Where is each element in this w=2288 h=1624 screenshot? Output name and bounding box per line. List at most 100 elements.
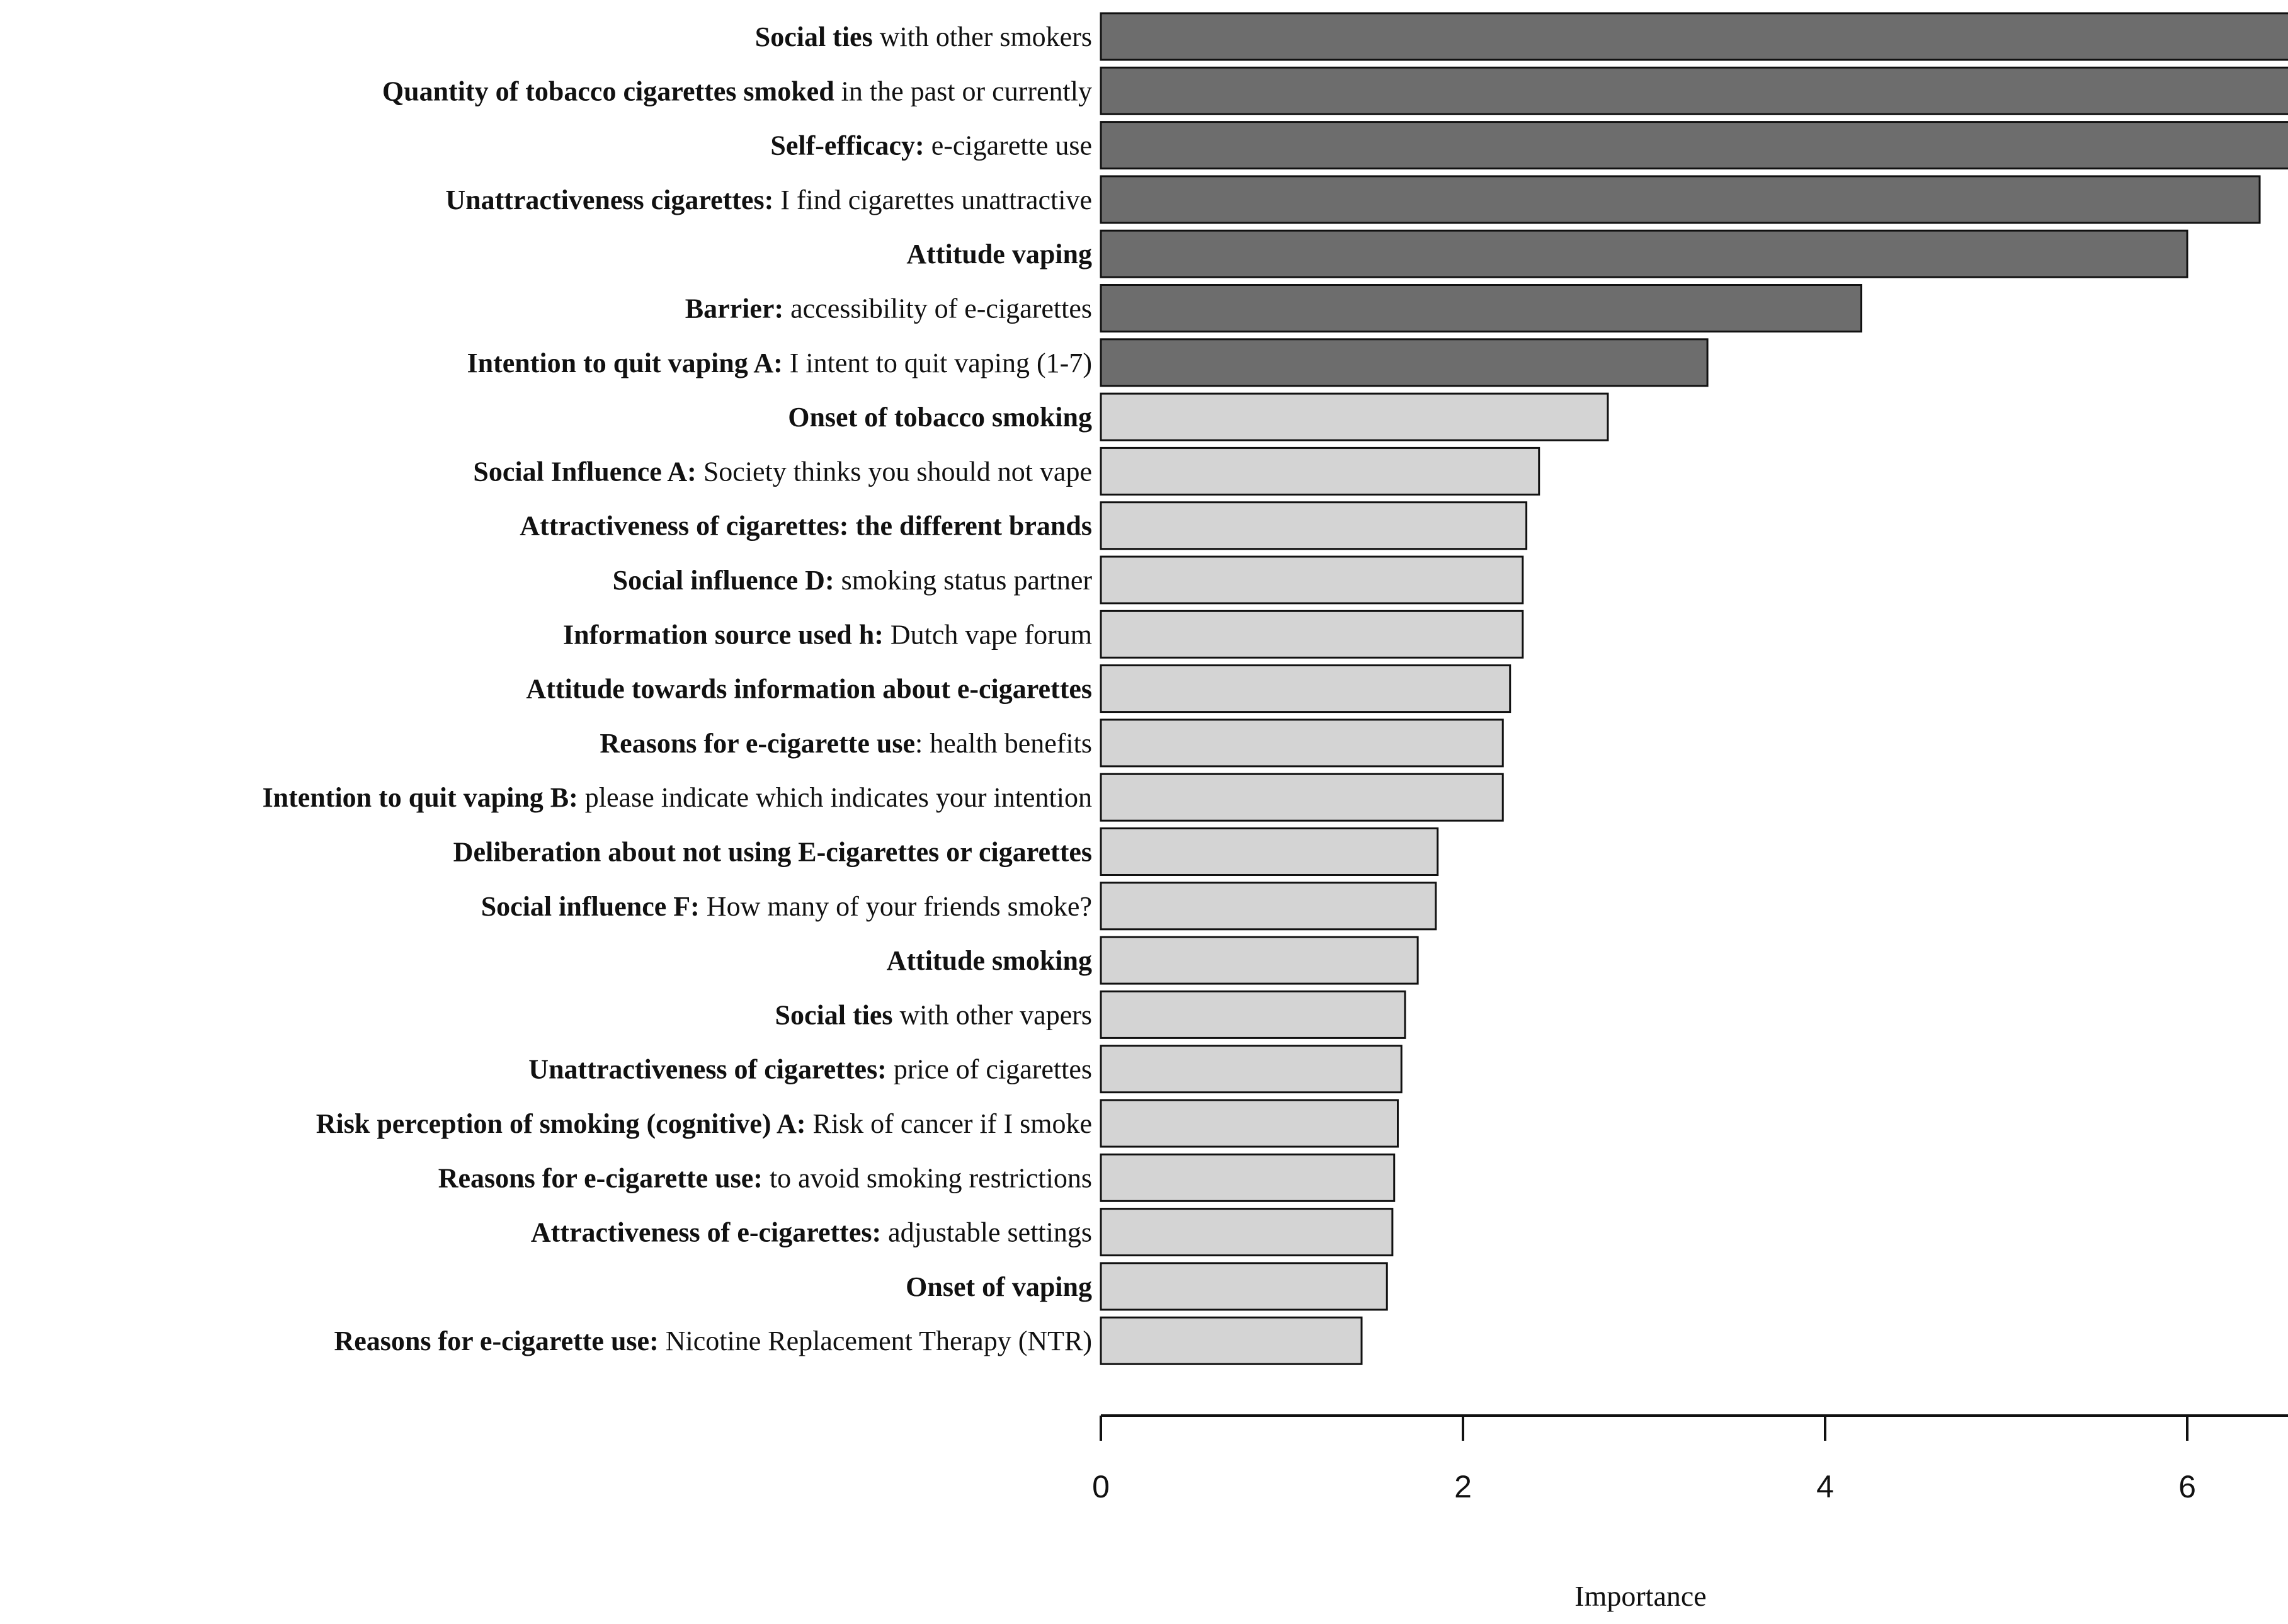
category-label-detail: smoking status partner [834,565,1093,596]
bar [1100,66,2288,115]
category-label: Barrier: accessibility of e-cigarettes [685,293,1092,324]
category-label-bold: Reasons for e-cigarette use: [334,1326,659,1356]
bar [1100,936,1419,985]
category-label-bold: Intention to quit vaping B: [263,782,578,813]
bar [1100,501,1528,550]
bar [1100,284,1862,332]
category-label-bold: Unattractiveness of cigarettes: [528,1054,887,1085]
bar [1100,1153,1396,1202]
category-label: Risk perception of smoking (cognitive) A… [316,1108,1092,1139]
bar [1100,12,2288,61]
category-label: Self-efficacy: e-cigarette use [770,130,1092,161]
bar [1100,718,1504,768]
category-label-bold: Social influence F: [481,891,700,922]
bar [1100,827,1439,876]
category-label: Social Influence A: Society thinks you s… [473,456,1092,487]
category-label-bold: Deliberation about not using E-cigarette… [453,837,1092,868]
bar [1100,229,2188,278]
x-tick-label: 0 [1092,1469,1110,1504]
category-label: Social ties with other vapers [775,999,1092,1030]
category-label: Intention to quit vaping B: please indic… [263,782,1092,813]
bar [1100,1045,1403,1094]
category-label-bold: Barrier: [685,293,783,324]
category-label-detail: with other vapers [893,999,1092,1030]
category-labels: Social ties with other smokers Quantity o… [263,21,1093,1356]
category-label-bold: Social Influence A: [473,456,696,487]
bar [1100,1208,1394,1257]
category-label: Attractiveness of e-cigarettes: adjustab… [531,1217,1092,1248]
category-label-bold: Risk perception of smoking (cognitive) A… [316,1108,806,1139]
category-label-detail: I find cigarettes unattractive [773,185,1092,215]
x-tick-label: 6 [2178,1469,2196,1504]
bar [1100,882,1437,931]
category-label: Onset of tobacco smoking [788,402,1092,433]
category-label-bold: Onset of vaping [906,1271,1092,1302]
category-label-bold: Attitude vaping [906,239,1092,270]
bar [1100,175,2261,224]
category-label-detail: in the past or currently [834,76,1092,106]
category-label: Social influence F: How many of your fri… [481,891,1092,922]
category-label-bold: Attractiveness of e-cigarettes: [531,1217,881,1248]
category-label: Quantity of tobacco cigarettes smoked in… [382,76,1092,106]
bar [1100,990,1406,1039]
category-label: Social influence D: smoking status partn… [613,565,1093,596]
category-label-bold: Attitude towards information about e-cig… [526,674,1092,705]
category-label: Reasons for e-cigarette use: to avoid sm… [438,1162,1092,1193]
category-label: Unattractiveness cigarettes: I find ciga… [445,185,1092,215]
bar [1100,392,1609,441]
bar [1100,555,1524,605]
category-label: Social ties with other smokers [755,21,1092,52]
category-label: Unattractiveness of cigarettes: price of… [528,1054,1092,1085]
category-label-detail: I intent to quit vaping (1-7) [783,348,1092,378]
category-label: Attitude smoking [887,945,1092,976]
category-label: Intention to quit vaping A: I intent to … [467,348,1092,378]
category-label: Reasons for e-cigarette use: health bene… [600,728,1092,759]
bars-layer [1100,12,2288,1365]
category-label-detail: e-cigarette use [925,130,1092,161]
category-label-detail: : health benefits [915,728,1092,759]
category-label-bold: Self-efficacy: [770,130,924,161]
category-label-detail: with other smokers [873,21,1092,52]
category-label-detail: adjustable settings [881,1217,1092,1248]
category-label: Attitude towards information about e-cig… [526,674,1092,705]
category-label-detail: Nicotine Replacement Therapy (NTR) [659,1326,1092,1356]
category-label: Onset of vaping [906,1271,1092,1302]
category-label-detail: Risk of cancer if I smoke [805,1108,1092,1139]
x-axis: 024681012 [1092,1414,2288,1504]
category-label: Reasons for e-cigarette use: Nicotine Re… [334,1326,1093,1356]
category-label-bold: Information source used h: [563,619,884,650]
bar [1100,1099,1399,1148]
category-label-bold: Attractiveness of cigarettes: the differ… [520,511,1092,542]
category-label-detail: How many of your friends smoke? [700,891,1092,922]
category-label-detail: accessibility of e-cigarettes [783,293,1092,324]
category-label: Information source used h: Dutch vape fo… [563,619,1092,650]
category-label-detail: please indicate which indicates your int… [578,782,1092,813]
bar [1100,1262,1388,1311]
bar [1100,121,2288,170]
category-label-detail: price of cigarettes [887,1054,1092,1085]
x-tick-label: 4 [1816,1469,1834,1504]
category-label-bold: Social ties [775,999,893,1030]
category-label-bold: Unattractiveness cigarettes: [445,185,773,215]
bar [1100,610,1524,659]
bar [1100,664,1511,713]
bar [1100,446,1540,496]
category-label-bold: Reasons for e-cigarette use: [438,1162,763,1193]
category-label-detail: Society thinks you should not vape [697,456,1092,487]
bar [1100,773,1504,822]
category-label-bold: Attitude smoking [887,945,1092,976]
bar [1100,338,1709,387]
bar [1100,1316,1363,1365]
x-tick-label: 2 [1454,1469,1472,1504]
category-label-detail: to avoid smoking restrictions [763,1162,1092,1193]
category-label: Attractiveness of cigarettes: the differ… [520,511,1092,542]
category-label-bold: Quantity of tobacco cigarettes smoked [382,76,834,106]
category-label: Attitude vaping [906,239,1092,270]
category-label-bold: Social ties [755,21,873,52]
category-label-detail: Dutch vape forum [884,619,1092,650]
category-label: Deliberation about not using E-cigarette… [453,837,1092,868]
x-axis-title: Importance [1574,1580,1706,1612]
category-label-bold: Reasons for e-cigarette use [600,728,915,759]
category-label-bold: Intention to quit vaping A: [467,348,783,378]
